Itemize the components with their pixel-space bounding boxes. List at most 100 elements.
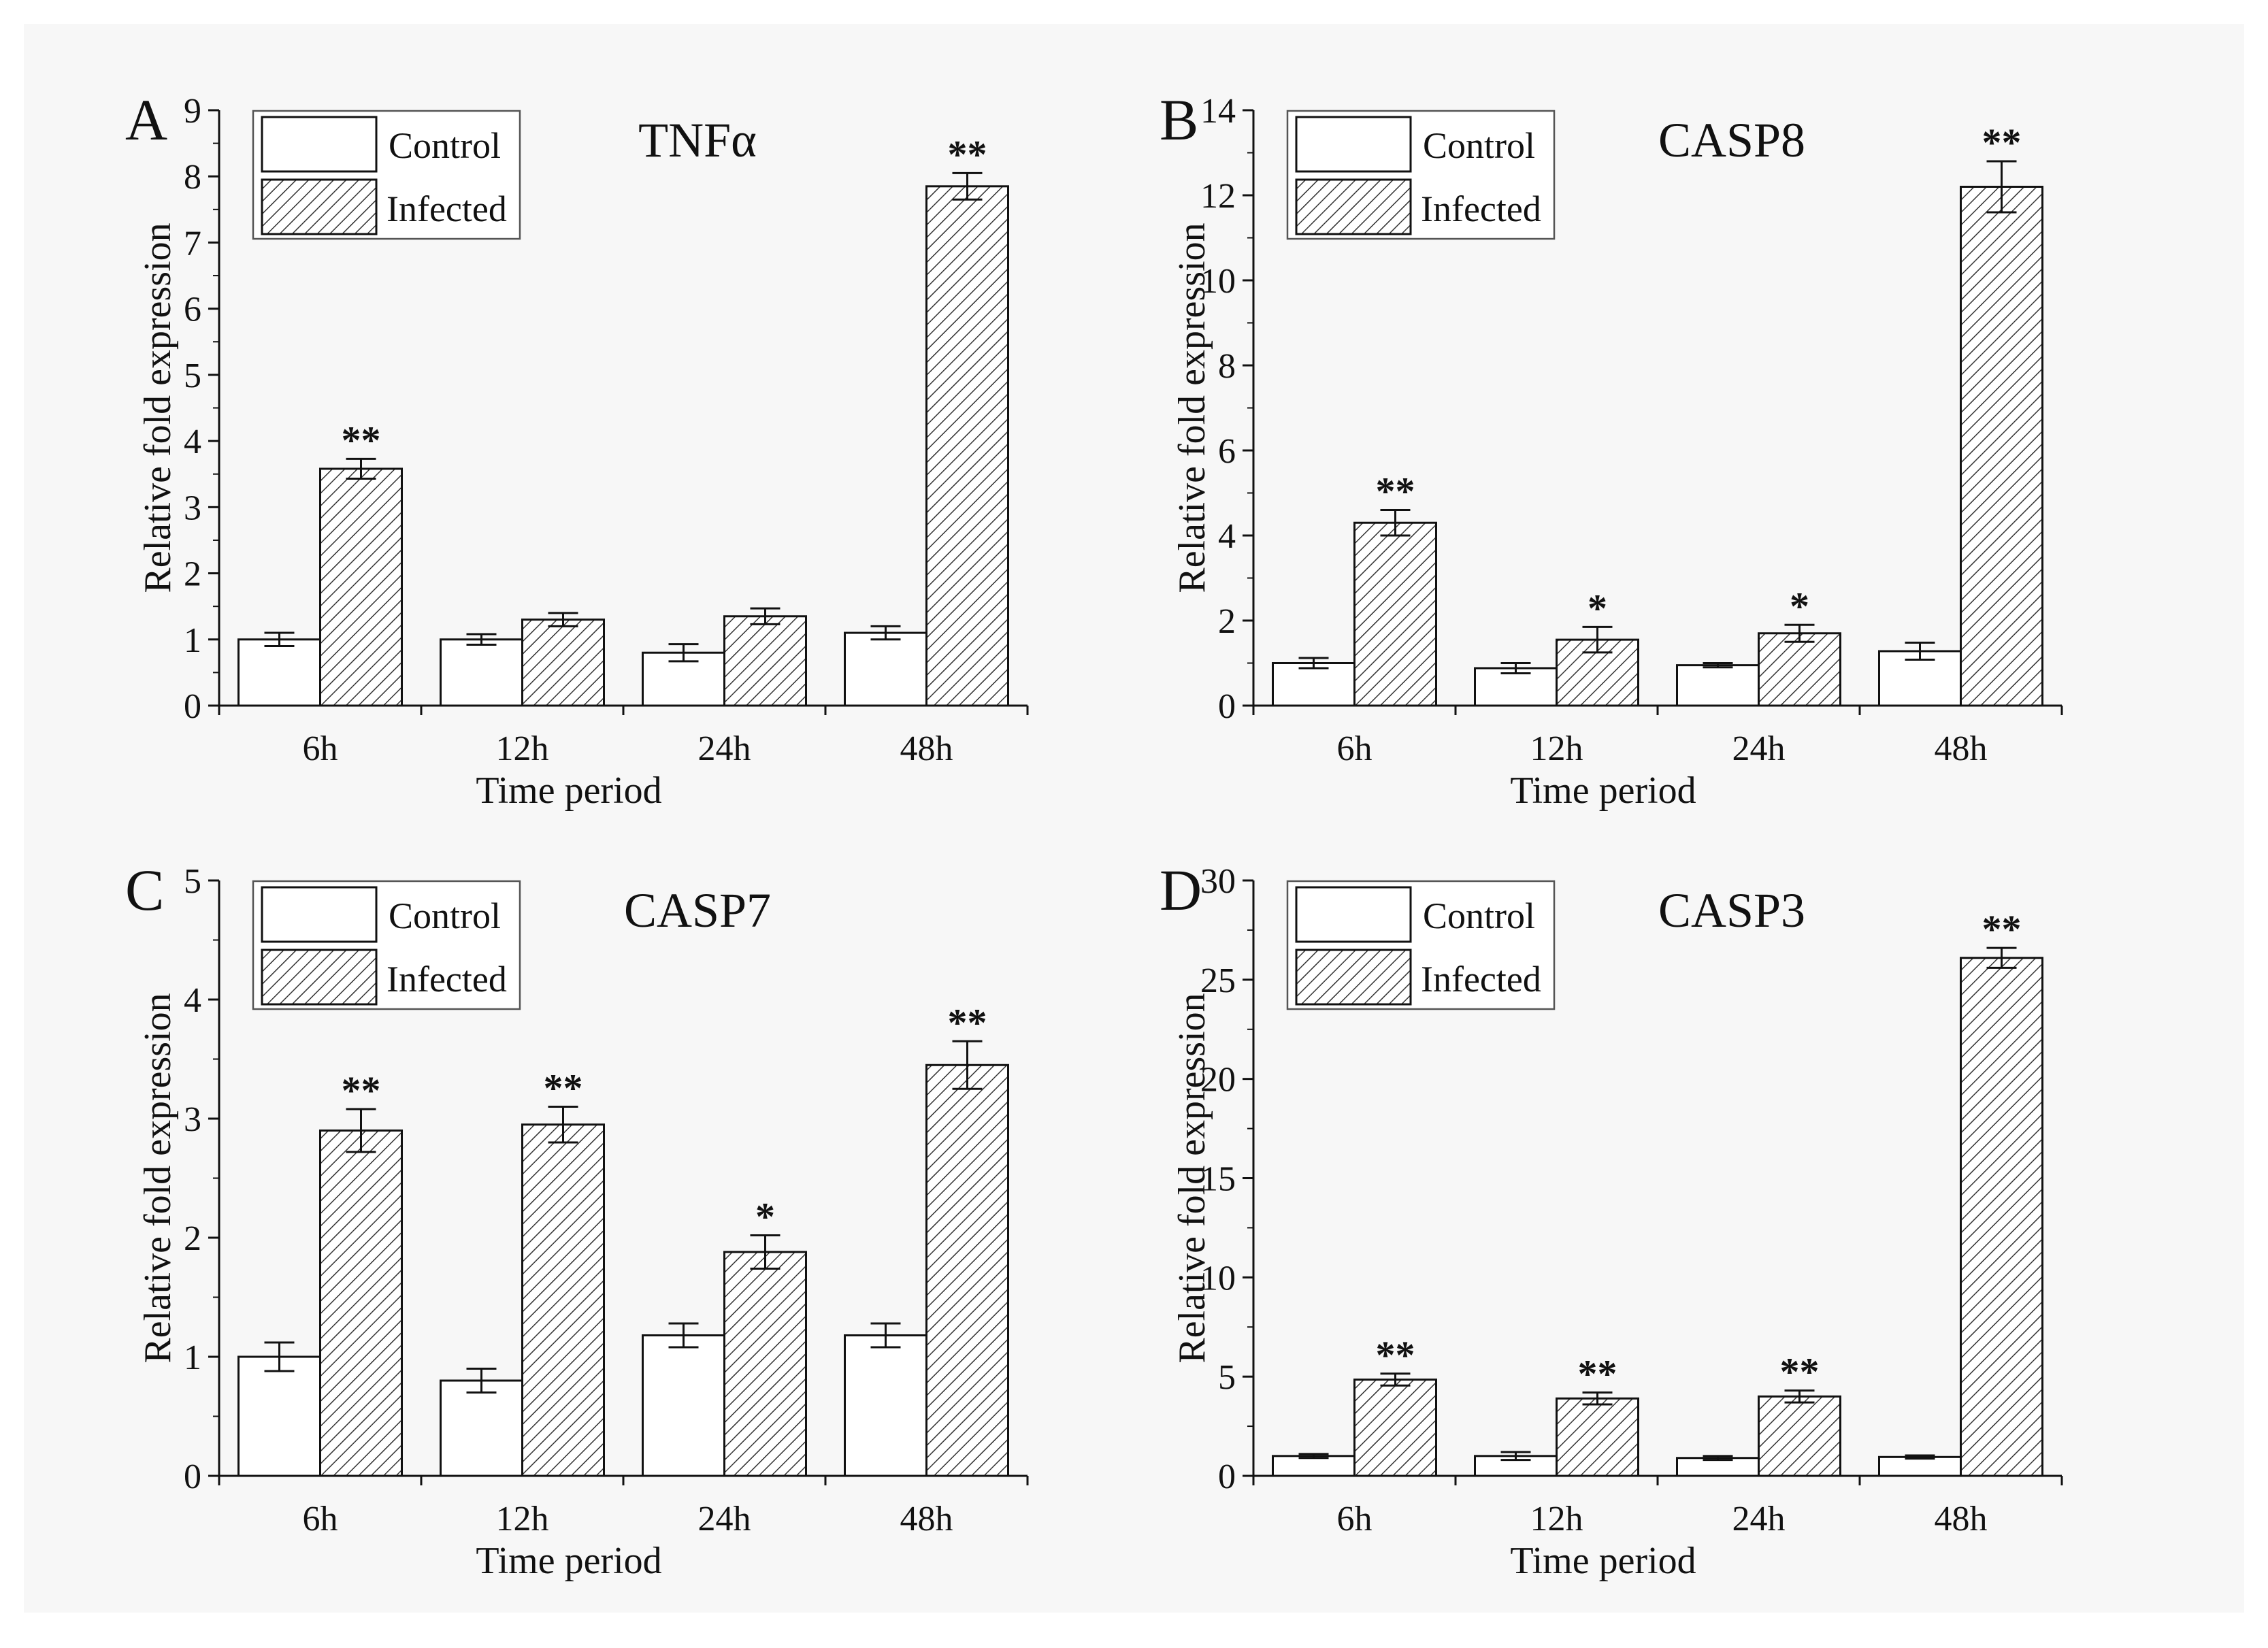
significance-marker: **: [1982, 907, 2022, 951]
chart-panel-a: 0 1 2 3 4 5 6 7 8 9 ** 6h 12h 24h ** 48h Time period Rela…: [125, 87, 1029, 812]
x-tick-label: 24h: [698, 1500, 751, 1538]
x-tick-label: 12h: [496, 729, 549, 768]
legend-label-infected: Infected: [387, 959, 507, 1000]
x-tick-label: 24h: [698, 729, 751, 768]
significance-marker: **: [342, 418, 381, 462]
significance-marker: **: [948, 1000, 987, 1044]
bar-control: [1474, 667, 1558, 707]
x-axis-label: Time period: [476, 1540, 661, 1582]
x-tick-label: 12h: [1530, 1500, 1583, 1538]
y-tick-label: 6: [1218, 432, 1236, 471]
legend-swatch-control: [1295, 886, 1412, 943]
bar-infected: [925, 185, 1009, 707]
y-tick-label: 1: [184, 1338, 201, 1377]
legend-swatch-infected: [1295, 178, 1412, 235]
y-tick-label: 2: [184, 1219, 201, 1258]
y-tick-label: 0: [184, 687, 201, 726]
y-tick-label: 5: [1218, 1358, 1236, 1397]
bar-infected: [723, 615, 807, 707]
y-tick-label: 14: [1200, 92, 1236, 131]
bar-control: [1272, 1455, 1355, 1477]
x-tick-label: 48h: [1935, 729, 1988, 768]
significance-marker: **: [1982, 120, 2022, 165]
legend-swatch-infected: [261, 178, 378, 235]
y-tick-label: 0: [184, 1457, 201, 1496]
y-tick-label: 5: [184, 862, 201, 901]
bar-control: [844, 1334, 927, 1477]
y-tick-label: 8: [184, 158, 201, 197]
y-tick-label: 4: [184, 423, 201, 461]
x-tick-label: 6h: [303, 729, 338, 768]
x-axis-label: Time period: [1510, 770, 1696, 812]
significance-marker: *: [1588, 586, 1607, 630]
y-tick-label: 4: [1218, 517, 1236, 556]
bar-infected: [1960, 186, 2043, 707]
bar-infected: [1960, 957, 2043, 1477]
legend-label-control: Control: [389, 895, 501, 936]
y-tick-label: 2: [184, 555, 201, 594]
x-tick-label: 48h: [1935, 1500, 1988, 1538]
chart-title: CASP7: [624, 883, 771, 938]
bar-infected: [319, 1130, 403, 1477]
y-tick-label: 0: [1218, 1457, 1236, 1496]
chart-panel-c: 0 1 2 3 4 5 ** 6h ** 12h * 24h ** 48h Time period Relat…: [125, 857, 1029, 1582]
y-tick-label: 20: [1200, 1061, 1236, 1100]
x-tick-label: 48h: [900, 729, 953, 768]
y-tick-label: 4: [184, 981, 201, 1020]
bar-infected: [1353, 1379, 1437, 1477]
panel-letter: C: [125, 857, 164, 923]
panel-letter: D: [1160, 857, 1202, 923]
y-axis-label: Relative fold expression: [137, 993, 179, 1363]
legend-label-control: Control: [1423, 895, 1535, 936]
y-tick-label: 25: [1200, 961, 1236, 1000]
significance-marker: **: [948, 132, 987, 176]
bar-infected: [723, 1251, 807, 1477]
chart-title: TNFα: [638, 113, 757, 167]
bar-infected: [521, 1123, 605, 1477]
legend-label-infected: Infected: [387, 188, 507, 229]
chart-panel-b: 0 2 4 6 8 10 12 14 ** 6h * 12h * 24h ** 48h Time period R…: [1160, 87, 2063, 812]
y-axis-label: Relative fold expression: [137, 223, 179, 593]
y-tick-label: 10: [1200, 262, 1236, 301]
legend-swatch-control: [261, 116, 378, 173]
significance-marker: *: [755, 1195, 775, 1239]
x-tick-label: 6h: [303, 1500, 338, 1538]
y-tick-label: 12: [1200, 177, 1236, 216]
x-tick-label: 24h: [1732, 729, 1786, 768]
legend-label-infected: Infected: [1421, 188, 1541, 229]
bar-control: [1676, 664, 1760, 707]
chart-title: CASP8: [1658, 113, 1805, 167]
bar-control: [844, 631, 927, 707]
x-tick-label: 48h: [900, 1500, 953, 1538]
y-axis-label: Relative fold expression: [1171, 223, 1213, 593]
legend: Control Infected: [1286, 880, 1556, 1010]
significance-marker: **: [544, 1066, 583, 1110]
bar-control: [440, 638, 523, 707]
significance-marker: **: [1376, 1333, 1415, 1377]
y-tick-label: 8: [1218, 347, 1236, 386]
y-axis-label: Relative fold expression: [1171, 993, 1213, 1363]
y-tick-label: 30: [1200, 862, 1236, 901]
bar-control: [642, 1334, 725, 1477]
bar-infected: [1556, 1397, 1639, 1477]
x-axis-label: Time period: [1510, 1540, 1696, 1582]
significance-marker: **: [1578, 1352, 1617, 1396]
bar-infected: [1758, 1395, 1841, 1477]
y-tick-label: 3: [184, 1100, 201, 1139]
y-tick-label: 2: [1218, 602, 1236, 641]
x-tick-label: 24h: [1732, 1500, 1786, 1538]
legend-swatch-control: [261, 886, 378, 943]
panel-letter: A: [125, 87, 167, 152]
legend: Control Infected: [252, 880, 521, 1010]
y-tick-label: 15: [1200, 1160, 1236, 1199]
y-tick-label: 10: [1200, 1259, 1236, 1298]
y-tick-label: 5: [184, 357, 201, 395]
significance-marker: **: [1376, 469, 1415, 514]
x-tick-label: 12h: [496, 1500, 549, 1538]
significance-marker: **: [342, 1068, 381, 1113]
bar-infected: [521, 619, 605, 707]
y-tick-label: 6: [184, 291, 201, 329]
panel-letter: B: [1160, 87, 1198, 152]
